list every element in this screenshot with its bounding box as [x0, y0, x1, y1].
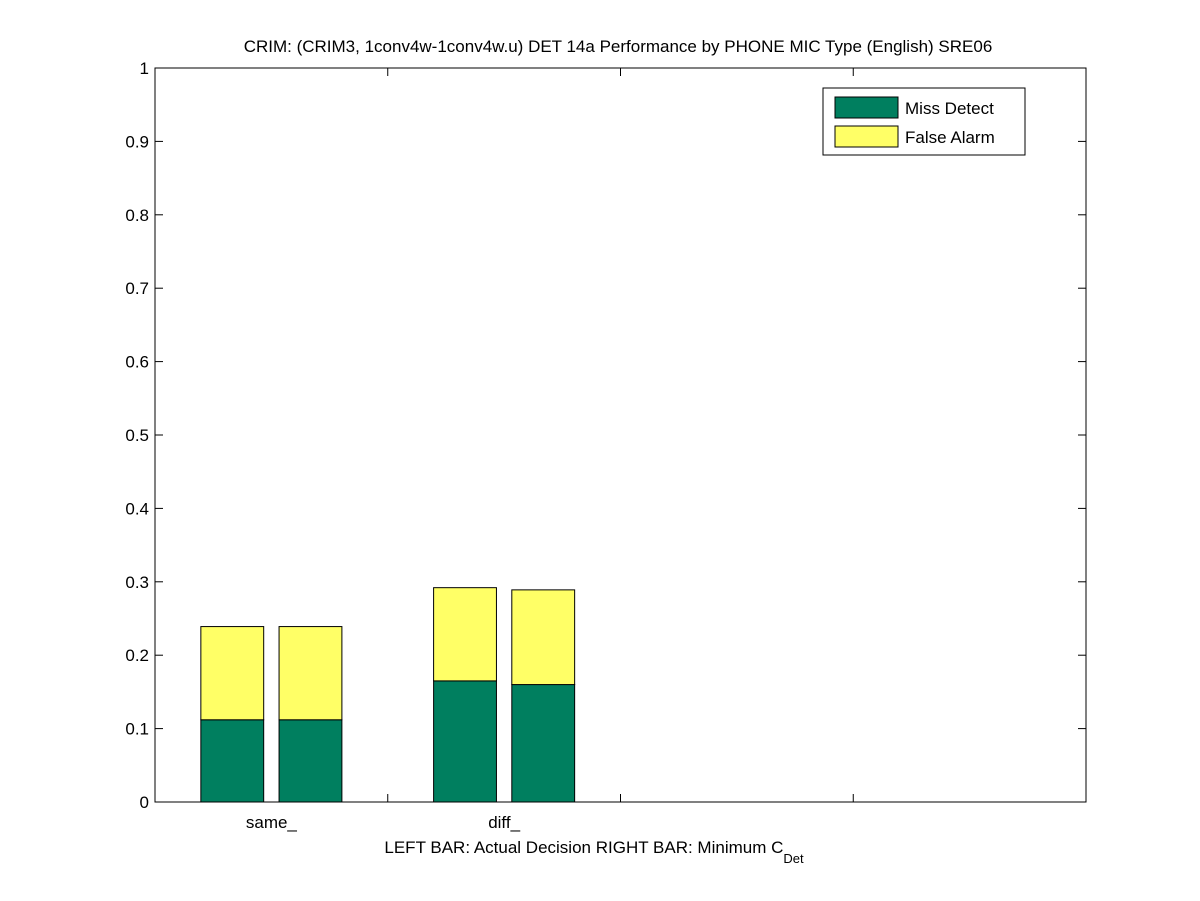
x-axis-label-subscript: Det	[783, 851, 804, 866]
y-tick-label: 0.5	[125, 426, 149, 445]
x-axis-label: LEFT BAR: Actual Decision RIGHT BAR: Min…	[384, 838, 804, 866]
bar-segment-miss-detect	[433, 680, 497, 803]
bars	[200, 587, 576, 803]
legend-swatch-miss-detect	[834, 96, 899, 119]
bar-segment-miss-detect	[278, 719, 343, 803]
legend-label: Miss Detect	[905, 99, 994, 118]
legend-label: False Alarm	[905, 128, 995, 147]
y-tick-label: 0.7	[125, 279, 149, 298]
x-tick-label: same_	[246, 813, 298, 832]
x-axis-label-main: LEFT BAR: Actual Decision RIGHT BAR: Min…	[384, 838, 783, 857]
y-tick-label: 0.2	[125, 646, 149, 665]
y-tick-label: 0.1	[125, 720, 149, 739]
plot-frame	[154, 67, 1087, 803]
bar-segment-miss-detect	[200, 719, 265, 803]
legend: Miss Detect False Alarm	[822, 87, 1026, 156]
bar-segment-false-alarm	[200, 626, 265, 721]
y-tick-label: 0.8	[125, 206, 149, 225]
y-tick-label: 0.9	[125, 132, 149, 151]
y-tick-label: 0.6	[125, 353, 149, 372]
y-tick-label: 1	[140, 59, 149, 78]
x-tick-labels: same_ diff_	[246, 813, 521, 832]
x-tick-label: diff_	[488, 813, 520, 832]
legend-swatch-false-alarm	[834, 125, 899, 148]
y-tick-label: 0.4	[125, 499, 149, 518]
bar-segment-false-alarm	[511, 589, 576, 686]
chart-title: CRIM: (CRIM3, 1conv4w-1conv4w.u) DET 14a…	[244, 37, 993, 56]
y-tick-label: 0.3	[125, 573, 149, 592]
bar-segment-false-alarm	[433, 587, 497, 682]
bar-segment-false-alarm	[278, 626, 343, 721]
y-tick-label: 0	[140, 793, 149, 812]
y-tick-labels: 0 0.1 0.2 0.3 0.4 0.5 0.6 0.7 0.8 0.9 1	[125, 59, 149, 812]
bar-segment-miss-detect	[511, 684, 576, 803]
